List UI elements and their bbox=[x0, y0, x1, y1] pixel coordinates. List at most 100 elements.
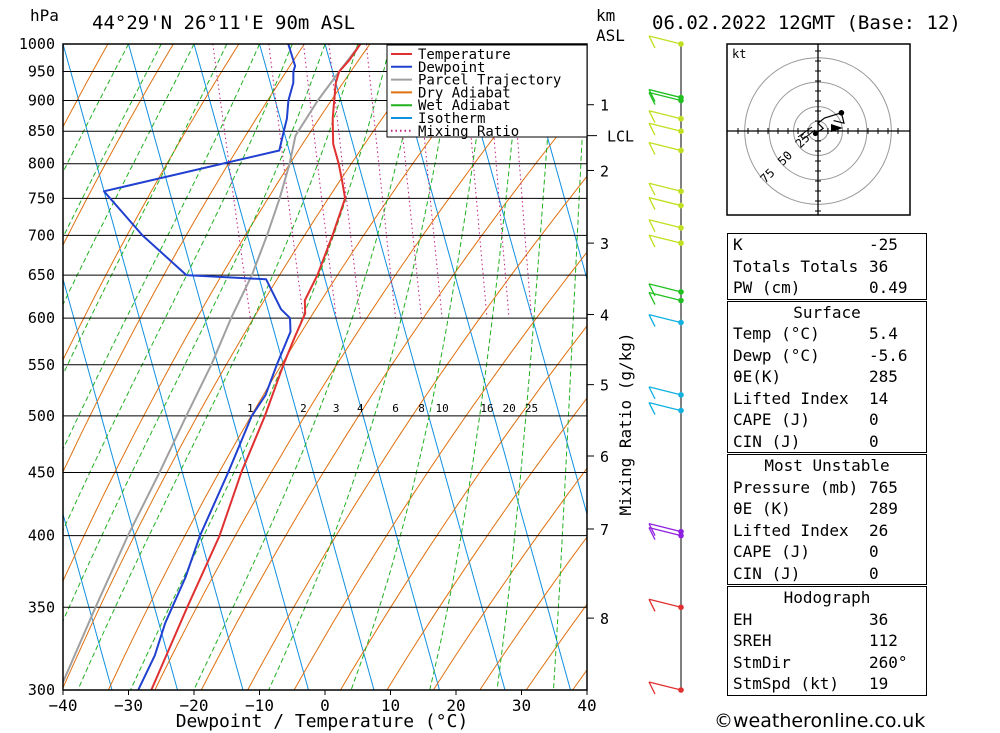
hodograph-title: Hodograph bbox=[783, 588, 871, 607]
km-tick-label: 8 bbox=[600, 610, 609, 628]
mixing-ratio-label: 10 bbox=[436, 402, 449, 415]
location-title: 44°29'N 26°11'E 90m ASL bbox=[92, 12, 355, 34]
temperature-tick-label: −10 bbox=[245, 696, 274, 715]
stmdir-row: StmDir 260° bbox=[733, 652, 908, 672]
most-unstable-title: Most Unstable bbox=[764, 456, 890, 475]
wind-level-dot bbox=[678, 297, 684, 304]
wind-barb-flag bbox=[648, 283, 656, 297]
indices-table: K -25 Totals Totals 36 PW (cm) 0.49 bbox=[727, 233, 927, 300]
wind-barb-shaft bbox=[648, 110, 682, 120]
hodograph-start-dot bbox=[812, 131, 818, 137]
lcl-label: LCL bbox=[607, 128, 634, 146]
mu-cape-row: CAPE (J) 0 bbox=[733, 542, 879, 561]
surface-temp-row: Temp (°C) 5.4 bbox=[733, 324, 898, 343]
temperature-tick-label: −40 bbox=[49, 696, 78, 715]
mu-theta-row: θE (K) 289 bbox=[733, 499, 898, 518]
surface-theta-row: θE(K) 285 bbox=[733, 367, 898, 386]
wind-barb-shaft bbox=[648, 234, 682, 244]
dry-adiabat-line bbox=[386, 397, 587, 690]
legend-label: Dry Adiabat bbox=[418, 85, 511, 101]
wind-level-dot bbox=[678, 115, 684, 122]
wind-barb-shaft bbox=[648, 122, 682, 132]
mixing-ratio-label: 25 bbox=[525, 402, 538, 415]
mixing-ratio-label: 1 bbox=[247, 402, 254, 415]
hodograph-table: Hodograph EH 36 SREH 112 StmDir 260° StmSpd… bbox=[727, 586, 927, 696]
surface-cape-row: CAPE (J) 0 bbox=[733, 410, 879, 429]
wind-level-dot bbox=[678, 528, 684, 535]
wind-level-dot bbox=[678, 224, 684, 231]
mixing-ratio-line bbox=[365, 44, 397, 319]
temperature-tick-label: 30 bbox=[512, 696, 531, 715]
wet-adiabat-line bbox=[63, 44, 293, 532]
wind-barb-flag bbox=[648, 523, 656, 536]
mixing-ratio-label: 2 bbox=[300, 402, 307, 415]
wind-level-dot bbox=[678, 319, 684, 326]
plot-frame bbox=[62, 43, 588, 691]
wind-level-dot bbox=[678, 407, 684, 414]
wind-level-dot bbox=[678, 202, 684, 209]
isotherm-line bbox=[455, 44, 587, 517]
eh-row: EH 36 bbox=[733, 609, 889, 629]
wind-barb-shaft bbox=[648, 527, 682, 537]
wind-barb-flag bbox=[648, 598, 656, 612]
isotherm-line bbox=[259, 44, 440, 690]
pressure-tick-label: 850 bbox=[28, 122, 55, 140]
km-tick-label: 6 bbox=[600, 448, 609, 466]
hodograph-low-level-segment bbox=[797, 126, 816, 141]
wind-barb-shaft bbox=[648, 141, 682, 152]
dry-adiabat-line bbox=[340, 325, 587, 690]
temperature-line bbox=[150, 44, 362, 690]
wind-level-dot bbox=[678, 128, 684, 135]
pressure-tick-label: 750 bbox=[28, 189, 55, 207]
hodograph-unit: kt bbox=[732, 47, 746, 61]
wind-barb-flag bbox=[648, 681, 656, 695]
pressure-tick-label: 900 bbox=[28, 92, 55, 110]
wind-barb-shaft bbox=[648, 598, 682, 608]
wet-adiabat-line bbox=[63, 44, 129, 174]
legend-label: Parcel Trajectory bbox=[418, 73, 561, 89]
mixing-ratio-label: 16 bbox=[480, 402, 493, 415]
copyright-footer: ©weatheronline.co.uk bbox=[714, 710, 926, 732]
km-tick-label: 1 bbox=[600, 97, 609, 115]
wind-barb-flag bbox=[648, 182, 656, 196]
wind-barb-shaft bbox=[648, 35, 682, 45]
mixing-ratio-line bbox=[212, 44, 251, 319]
pressure-tick-label: 300 bbox=[28, 681, 55, 699]
dry-adiabat-line bbox=[200, 97, 587, 690]
wet-adiabat-line bbox=[553, 44, 587, 690]
isotherm-line bbox=[63, 277, 178, 690]
height-unit-asl: ASL bbox=[596, 26, 625, 45]
wind-level-dot bbox=[678, 41, 684, 47]
wind-level-dot bbox=[678, 94, 684, 101]
km-tick-label: 2 bbox=[600, 162, 609, 180]
skewt-axes: 3003504004505005506006507007508008509009… bbox=[19, 35, 634, 715]
storm-motion-marker bbox=[831, 124, 843, 132]
wind-barb-shaft bbox=[648, 386, 682, 396]
wind-barb-flag bbox=[648, 527, 656, 540]
wind-barb-flag bbox=[648, 110, 656, 124]
km-tick-label: 4 bbox=[600, 307, 609, 325]
isotherm-line bbox=[63, 44, 244, 690]
wet-adiabat-line bbox=[268, 44, 457, 690]
isotherm-line bbox=[324, 44, 506, 690]
mixing-ratio-label: 6 bbox=[392, 402, 399, 415]
wind-barb-flag bbox=[648, 142, 656, 155]
wind-level-dot bbox=[678, 240, 684, 246]
dewpoint-line bbox=[103, 44, 297, 690]
most-unstable-table: Most Unstable Pressure (mb) 765 θE (K) 289… bbox=[727, 454, 927, 585]
height-unit-km: km bbox=[596, 6, 615, 25]
wind-barb-flag bbox=[648, 35, 656, 49]
indices-panel: K -25 Totals Totals 36 PW (cm) 0.49 Surface… bbox=[727, 233, 927, 697]
pressure-tick-label: 700 bbox=[28, 226, 55, 244]
pressure-tick-label: 600 bbox=[28, 309, 55, 327]
wet-adiabat-line bbox=[77, 44, 359, 690]
legend-label: Mixing Ratio bbox=[418, 124, 519, 140]
pressure-tick-label: 800 bbox=[28, 155, 55, 173]
legend-box bbox=[386, 44, 588, 138]
wind-barb-flag bbox=[648, 292, 656, 305]
wind-barb-shaft bbox=[648, 523, 682, 533]
legend-label: Dewpoint bbox=[418, 60, 485, 76]
precipitable-water-row: PW (cm) 0.49 bbox=[733, 278, 908, 297]
datetime-title: 06.02.2022 12GMT (Base: 12) bbox=[652, 12, 961, 34]
